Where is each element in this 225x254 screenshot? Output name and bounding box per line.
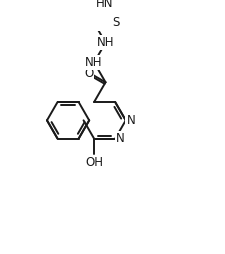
Text: NH: NH <box>85 56 103 69</box>
Text: NH: NH <box>97 36 114 49</box>
Text: HN: HN <box>96 0 113 10</box>
Text: N: N <box>116 132 125 145</box>
Text: S: S <box>112 16 120 29</box>
Text: N: N <box>127 114 135 127</box>
Text: OH: OH <box>85 156 103 169</box>
Text: O: O <box>85 67 94 80</box>
